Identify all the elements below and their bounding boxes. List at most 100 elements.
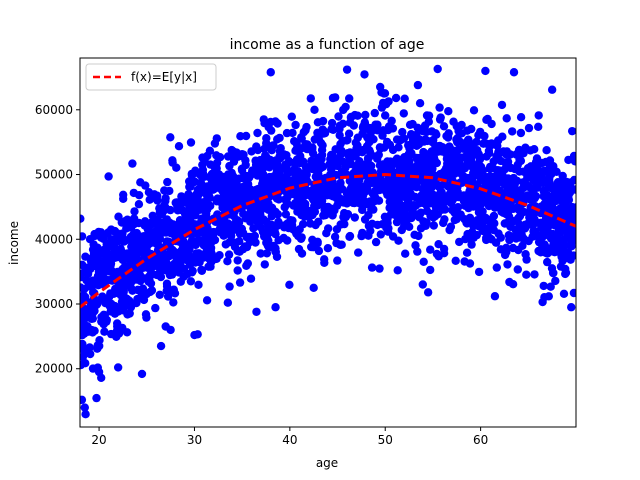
scatter-point bbox=[401, 210, 410, 220]
scatter-point bbox=[313, 198, 323, 207]
scatter-point bbox=[474, 267, 484, 277]
scatter-point bbox=[341, 163, 350, 172]
scatter-point bbox=[224, 177, 233, 186]
scatter-point bbox=[246, 274, 256, 283]
scatter-point bbox=[452, 214, 461, 224]
scatter-point bbox=[84, 304, 94, 314]
scatter-point bbox=[81, 252, 90, 261]
scatter-point bbox=[416, 224, 426, 233]
scatter-point bbox=[129, 188, 138, 198]
scatter-point bbox=[364, 124, 373, 134]
scatter-point bbox=[422, 218, 431, 227]
scatter-point bbox=[505, 181, 514, 190]
scatter-point bbox=[549, 218, 558, 227]
scatter-point bbox=[105, 302, 115, 311]
scatter-point bbox=[208, 185, 218, 194]
scatter-point bbox=[460, 257, 469, 266]
scatter-point bbox=[341, 102, 350, 112]
scatter-point bbox=[564, 155, 573, 165]
scatter-point bbox=[272, 193, 281, 202]
scatter-point bbox=[272, 170, 281, 179]
scatter-point bbox=[429, 221, 438, 230]
scatter-point bbox=[387, 116, 396, 126]
scatter-point bbox=[380, 89, 390, 98]
scatter-point bbox=[202, 296, 212, 305]
scatter-point bbox=[470, 166, 479, 175]
scatter-point bbox=[165, 270, 175, 280]
scatter-point bbox=[148, 211, 157, 220]
scatter-point bbox=[435, 103, 444, 112]
scatter-point bbox=[333, 256, 342, 265]
scatter-point bbox=[379, 162, 388, 171]
scatter-point bbox=[317, 154, 326, 164]
scatter-point bbox=[114, 329, 124, 338]
scatter-point bbox=[113, 363, 123, 372]
scatter-point bbox=[462, 248, 472, 257]
scatter-point bbox=[293, 202, 303, 211]
scatter-point bbox=[448, 152, 457, 161]
scatter-point bbox=[431, 129, 440, 138]
scatter-point bbox=[168, 156, 177, 165]
scatter-point bbox=[243, 259, 252, 268]
scatter-point bbox=[375, 185, 384, 195]
scatter-point bbox=[439, 218, 448, 228]
scatter-point bbox=[115, 249, 124, 258]
scatter-point bbox=[498, 169, 507, 179]
scatter-point bbox=[85, 262, 95, 271]
scatter-point bbox=[391, 93, 401, 103]
scatter-point bbox=[319, 184, 328, 194]
scatter-point bbox=[512, 176, 522, 186]
scatter-point bbox=[348, 198, 358, 208]
scatter-point bbox=[266, 68, 275, 77]
scatter-point bbox=[207, 169, 217, 179]
scatter-point bbox=[508, 127, 517, 136]
scatter-point bbox=[340, 219, 349, 229]
x-tick-label: 20 bbox=[91, 433, 106, 447]
scatter-point bbox=[551, 196, 560, 206]
scatter-point bbox=[541, 248, 550, 257]
scatter-point bbox=[289, 225, 298, 234]
scatter-point bbox=[366, 176, 375, 186]
x-tick-label: 30 bbox=[187, 433, 202, 447]
scatter-point bbox=[122, 224, 131, 233]
scatter-point bbox=[336, 140, 345, 149]
scatter-point bbox=[444, 107, 453, 116]
scatter-point bbox=[104, 172, 113, 181]
scatter-point bbox=[150, 219, 160, 228]
scatter-point bbox=[364, 231, 373, 240]
scatter-point bbox=[394, 175, 404, 184]
scatter-point bbox=[371, 194, 381, 203]
scatter-point bbox=[509, 204, 518, 213]
scatter-point bbox=[310, 105, 319, 115]
scatter-point bbox=[334, 112, 343, 121]
scatter-point bbox=[80, 395, 87, 405]
scatter-point bbox=[141, 310, 151, 319]
scatter-point bbox=[192, 229, 202, 238]
scatter-point bbox=[308, 143, 317, 152]
scatter-point bbox=[379, 126, 388, 135]
scatter-point bbox=[329, 125, 338, 134]
scatter-point bbox=[81, 359, 90, 368]
scatter-point bbox=[168, 220, 178, 229]
x-tick-label: 50 bbox=[378, 433, 393, 447]
scatter-point bbox=[404, 177, 413, 186]
scatter-point bbox=[291, 159, 300, 168]
scatter-point bbox=[472, 197, 481, 206]
scatter-point bbox=[418, 126, 427, 135]
scatter-point bbox=[223, 298, 233, 307]
scatter-point bbox=[410, 230, 419, 239]
scatter-point bbox=[187, 236, 197, 245]
scatter-point bbox=[534, 246, 543, 256]
scatter-point bbox=[509, 68, 519, 77]
scatter-point bbox=[374, 150, 383, 159]
scatter-point bbox=[84, 282, 93, 291]
scatter-point bbox=[522, 270, 531, 279]
scatter-point bbox=[80, 403, 89, 412]
scatter-point bbox=[392, 217, 402, 227]
scatter-point bbox=[190, 330, 199, 340]
scatter-point bbox=[409, 202, 418, 212]
scatter-point bbox=[170, 289, 180, 298]
scatter-point bbox=[295, 225, 304, 234]
scatter-point bbox=[394, 159, 404, 168]
scatter-point bbox=[561, 269, 570, 279]
